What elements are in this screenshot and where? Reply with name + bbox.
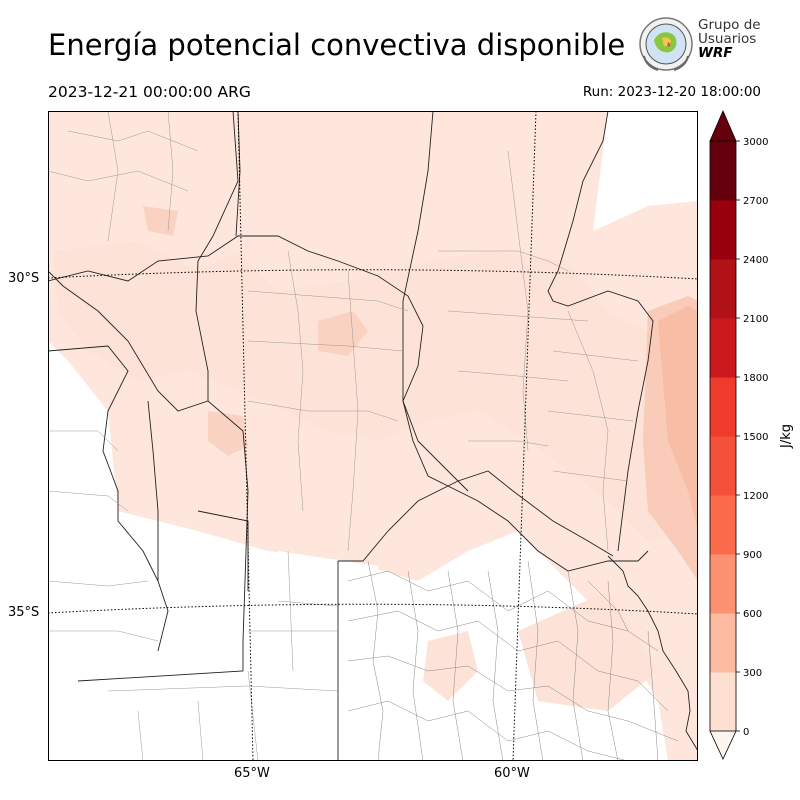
colorbar-segment (710, 554, 736, 614)
colorbar-segment (710, 377, 736, 437)
colorbar-segment (710, 613, 736, 673)
logo-line-2: Usuarios (698, 31, 757, 47)
wrf-users-logo: Grupo de Usuarios WRF (638, 16, 762, 74)
colorbar-tick-label: 2400 (743, 255, 768, 266)
colorbar-tick-label: 900 (743, 550, 762, 561)
colorbar-extend-low (709, 730, 737, 760)
state-boundaries (48, 111, 654, 761)
colorbar-extend-high (709, 109, 737, 142)
colorbar-ticks: 0 300 600 900 1200 1500 1800 2100 2400 2700 3000 (736, 137, 768, 738)
colorbar-segment (710, 672, 736, 732)
lon-label-65w: 65°W (234, 766, 270, 781)
colorbar-segments (709, 109, 737, 760)
valid-time: 2023-12-21 00:00:00 ARG (48, 83, 251, 101)
lat-label-30s: 30°S (8, 271, 40, 286)
colorbar-segment (710, 495, 736, 555)
colorbar-unit: J/kg (779, 424, 794, 449)
colorbar-segment (710, 259, 736, 319)
colorbar: 0 300 600 900 1200 1500 1800 2100 2400 2700 3000 J… (709, 109, 794, 760)
cape-shading (48, 111, 698, 761)
logo-line-3: WRF (698, 45, 733, 61)
colorbar-tick-label: 2700 (743, 196, 768, 207)
colorbar-tick-label: 2100 (743, 314, 768, 325)
colorbar-segment (710, 141, 736, 201)
colorbar-tick-label: 300 (743, 668, 762, 679)
cape-map (48, 111, 698, 761)
colorbar-tick-label: 1800 (743, 373, 768, 384)
globe-emblem-icon (639, 17, 693, 71)
graticule (48, 111, 698, 761)
lon-label-60w: 60°W (494, 766, 530, 781)
coastline (607, 555, 698, 752)
colorbar-tick-label: 0 (743, 727, 749, 738)
logo-line-1: Grupo de (698, 17, 761, 33)
lat-label-35s: 35°S (8, 605, 40, 620)
colorbar-tick-label: 3000 (743, 137, 768, 148)
run-time: Run: 2023-12-20 18:00:00 (582, 84, 761, 100)
colorbar-tick-label: 1200 (743, 491, 768, 502)
colorbar-tick-label: 1500 (743, 432, 768, 443)
colorbar-tick-label: 600 (743, 609, 762, 620)
colorbar-segment (710, 436, 736, 496)
logo-text: Grupo de Usuarios WRF (698, 18, 761, 60)
department-lines (48, 111, 639, 761)
partido-grid (347, 560, 679, 761)
colorbar-segment (710, 200, 736, 260)
map-title: Energía potencial convectiva disponible (48, 28, 626, 62)
colorbar-segment (710, 318, 736, 378)
